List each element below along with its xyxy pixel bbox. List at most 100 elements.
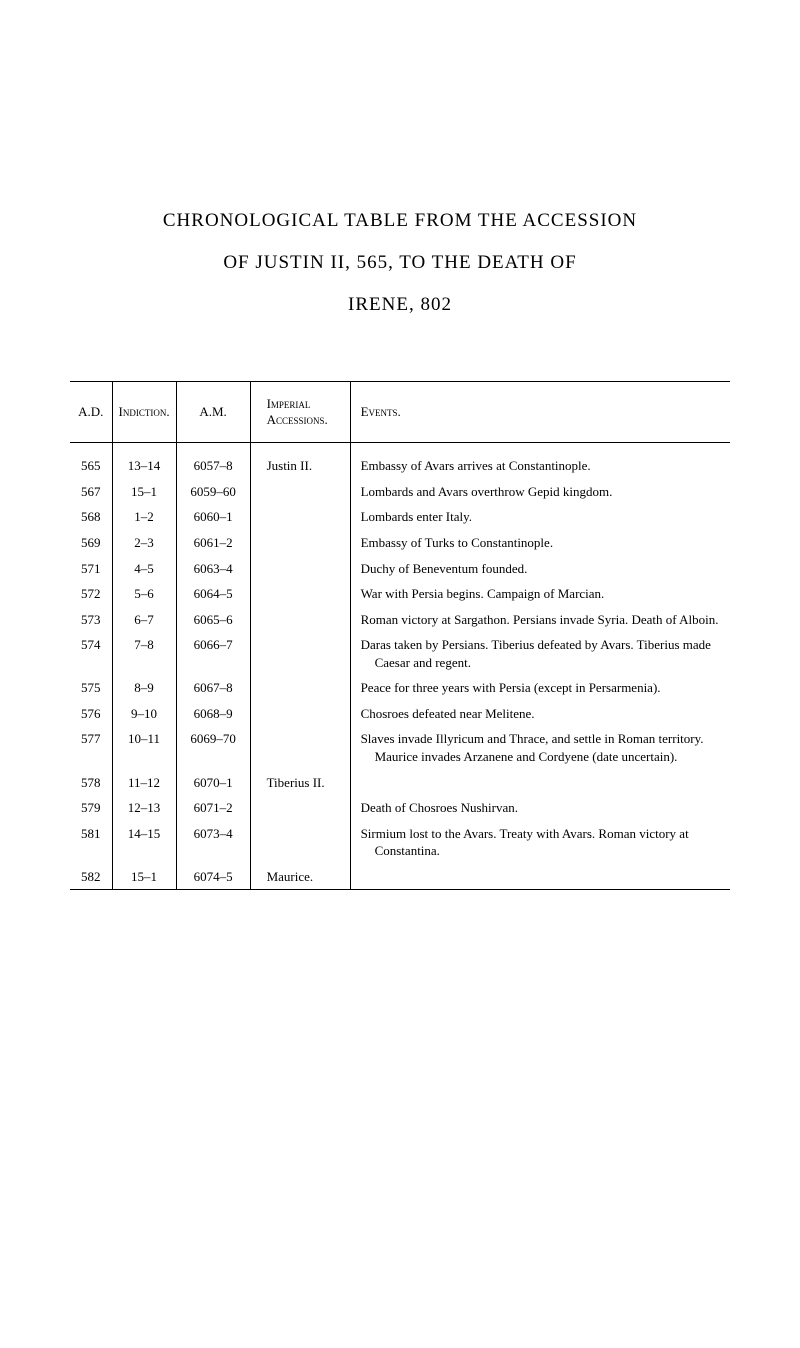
- cell-ad: 573: [70, 607, 112, 633]
- cell-imperial: [250, 479, 350, 505]
- table-row: 579 12–13 6071–2 Death of Chosroes Nushi…: [70, 795, 730, 821]
- cell-ad: 574: [70, 632, 112, 675]
- cell-am: 6067–8: [176, 675, 250, 701]
- cell-event: Slaves invade Illyricum and Thrace, and …: [350, 726, 730, 769]
- cell-indiction: 1–2: [112, 504, 176, 530]
- cell-ad: 569: [70, 530, 112, 556]
- cell-event: Embassy of Avars arrives at Constantinop…: [350, 443, 730, 479]
- header-am: A.M.: [176, 382, 250, 443]
- table-row: 576 9–10 6068–9 Chosroes defeated near M…: [70, 701, 730, 727]
- cell-event: Peace for three years with Persia (excep…: [350, 675, 730, 701]
- cell-imperial: Justin II.: [250, 443, 350, 479]
- table-row: 573 6–7 6065–6 Roman victory at Sargatho…: [70, 607, 730, 633]
- table-row: 578 11–12 6070–1 Tiberius II.: [70, 770, 730, 796]
- cell-am: 6059–60: [176, 479, 250, 505]
- cell-event: [350, 770, 730, 796]
- cell-imperial: [250, 556, 350, 582]
- cell-am: 6061–2: [176, 530, 250, 556]
- cell-ad: 578: [70, 770, 112, 796]
- table-row: 572 5–6 6064–5 War with Persia begins. C…: [70, 581, 730, 607]
- cell-event: Lombards and Avars overthrow Gepid kingd…: [350, 479, 730, 505]
- table-row: 581 14–15 6073–4 Sirmium lost to the Ava…: [70, 821, 730, 864]
- cell-indiction: 9–10: [112, 701, 176, 727]
- title-line-2: OF JUSTIN II, 565, TO THE DEATH OF: [70, 242, 730, 284]
- cell-imperial: [250, 675, 350, 701]
- table-row: 574 7–8 6066–7 Daras taken by Persians. …: [70, 632, 730, 675]
- table-row: 571 4–5 6063–4 Duchy of Beneventum found…: [70, 556, 730, 582]
- cell-indiction: 2–3: [112, 530, 176, 556]
- cell-imperial: [250, 504, 350, 530]
- cell-indiction: 11–12: [112, 770, 176, 796]
- page-title-block: CHRONOLOGICAL TABLE FROM THE ACCESSION O…: [70, 200, 730, 325]
- cell-imperial: Maurice.: [250, 864, 350, 890]
- cell-event: Duchy of Beneventum founded.: [350, 556, 730, 582]
- title-line-1: CHRONOLOGICAL TABLE FROM THE ACCESSION: [70, 200, 730, 242]
- cell-indiction: 5–6: [112, 581, 176, 607]
- cell-am: 6060–1: [176, 504, 250, 530]
- cell-ad: 575: [70, 675, 112, 701]
- table-row: 568 1–2 6060–1 Lombards enter Italy.: [70, 504, 730, 530]
- table-body: 565 13–14 6057–8 Justin II. Embassy of A…: [70, 443, 730, 890]
- table-row: 575 8–9 6067–8 Peace for three years wit…: [70, 675, 730, 701]
- cell-indiction: 13–14: [112, 443, 176, 479]
- cell-am: 6068–9: [176, 701, 250, 727]
- table-row: 577 10–11 6069–70 Slaves invade Illyricu…: [70, 726, 730, 769]
- cell-ad: 571: [70, 556, 112, 582]
- cell-event: Chosroes defeated near Melitene.: [350, 701, 730, 727]
- cell-imperial: [250, 607, 350, 633]
- cell-imperial: Tiberius II.: [250, 770, 350, 796]
- cell-indiction: 4–5: [112, 556, 176, 582]
- cell-imperial: [250, 632, 350, 675]
- cell-indiction: 14–15: [112, 821, 176, 864]
- table-header-row: A.D. Indiction. A.M. Imperial Accessions…: [70, 382, 730, 443]
- cell-indiction: 15–1: [112, 864, 176, 890]
- cell-am: 6070–1: [176, 770, 250, 796]
- cell-imperial: [250, 726, 350, 769]
- cell-imperial: [250, 821, 350, 864]
- cell-event: Daras taken by Persians. Tiberius defeat…: [350, 632, 730, 675]
- cell-event: Embassy of Turks to Constantinople.: [350, 530, 730, 556]
- table-row: 565 13–14 6057–8 Justin II. Embassy of A…: [70, 443, 730, 479]
- cell-ad: 581: [70, 821, 112, 864]
- cell-ad: 576: [70, 701, 112, 727]
- cell-am: 6066–7: [176, 632, 250, 675]
- cell-event: Sirmium lost to the Avars. Treaty with A…: [350, 821, 730, 864]
- cell-am: 6057–8: [176, 443, 250, 479]
- cell-indiction: 10–11: [112, 726, 176, 769]
- cell-ad: 565: [70, 443, 112, 479]
- cell-ad: 579: [70, 795, 112, 821]
- table-row: 567 15–1 6059–60 Lombards and Avars over…: [70, 479, 730, 505]
- cell-am: 6071–2: [176, 795, 250, 821]
- cell-imperial: [250, 581, 350, 607]
- cell-imperial: [250, 530, 350, 556]
- cell-indiction: 12–13: [112, 795, 176, 821]
- cell-am: 6064–5: [176, 581, 250, 607]
- cell-imperial: [250, 701, 350, 727]
- cell-indiction: 7–8: [112, 632, 176, 675]
- cell-am: 6069–70: [176, 726, 250, 769]
- header-ad: A.D.: [70, 382, 112, 443]
- cell-event: Death of Chosroes Nushirvan.: [350, 795, 730, 821]
- cell-am: 6074–5: [176, 864, 250, 890]
- cell-ad: 567: [70, 479, 112, 505]
- chronological-table: A.D. Indiction. A.M. Imperial Accessions…: [70, 381, 730, 890]
- cell-event: Roman victory at Sargathon. Persians inv…: [350, 607, 730, 633]
- cell-am: 6063–4: [176, 556, 250, 582]
- cell-am: 6065–6: [176, 607, 250, 633]
- header-events: Events.: [350, 382, 730, 443]
- header-imperial: Imperial Accessions.: [250, 382, 350, 443]
- cell-ad: 577: [70, 726, 112, 769]
- cell-indiction: 6–7: [112, 607, 176, 633]
- cell-indiction: 8–9: [112, 675, 176, 701]
- title-line-3: IRENE, 802: [70, 284, 730, 326]
- cell-imperial: [250, 795, 350, 821]
- cell-event: [350, 864, 730, 890]
- cell-event: Lombards enter Italy.: [350, 504, 730, 530]
- table-row: 569 2–3 6061–2 Embassy of Turks to Const…: [70, 530, 730, 556]
- table-row: 582 15–1 6074–5 Maurice.: [70, 864, 730, 890]
- header-indiction: Indiction.: [112, 382, 176, 443]
- cell-ad: 572: [70, 581, 112, 607]
- cell-indiction: 15–1: [112, 479, 176, 505]
- cell-ad: 582: [70, 864, 112, 890]
- cell-ad: 568: [70, 504, 112, 530]
